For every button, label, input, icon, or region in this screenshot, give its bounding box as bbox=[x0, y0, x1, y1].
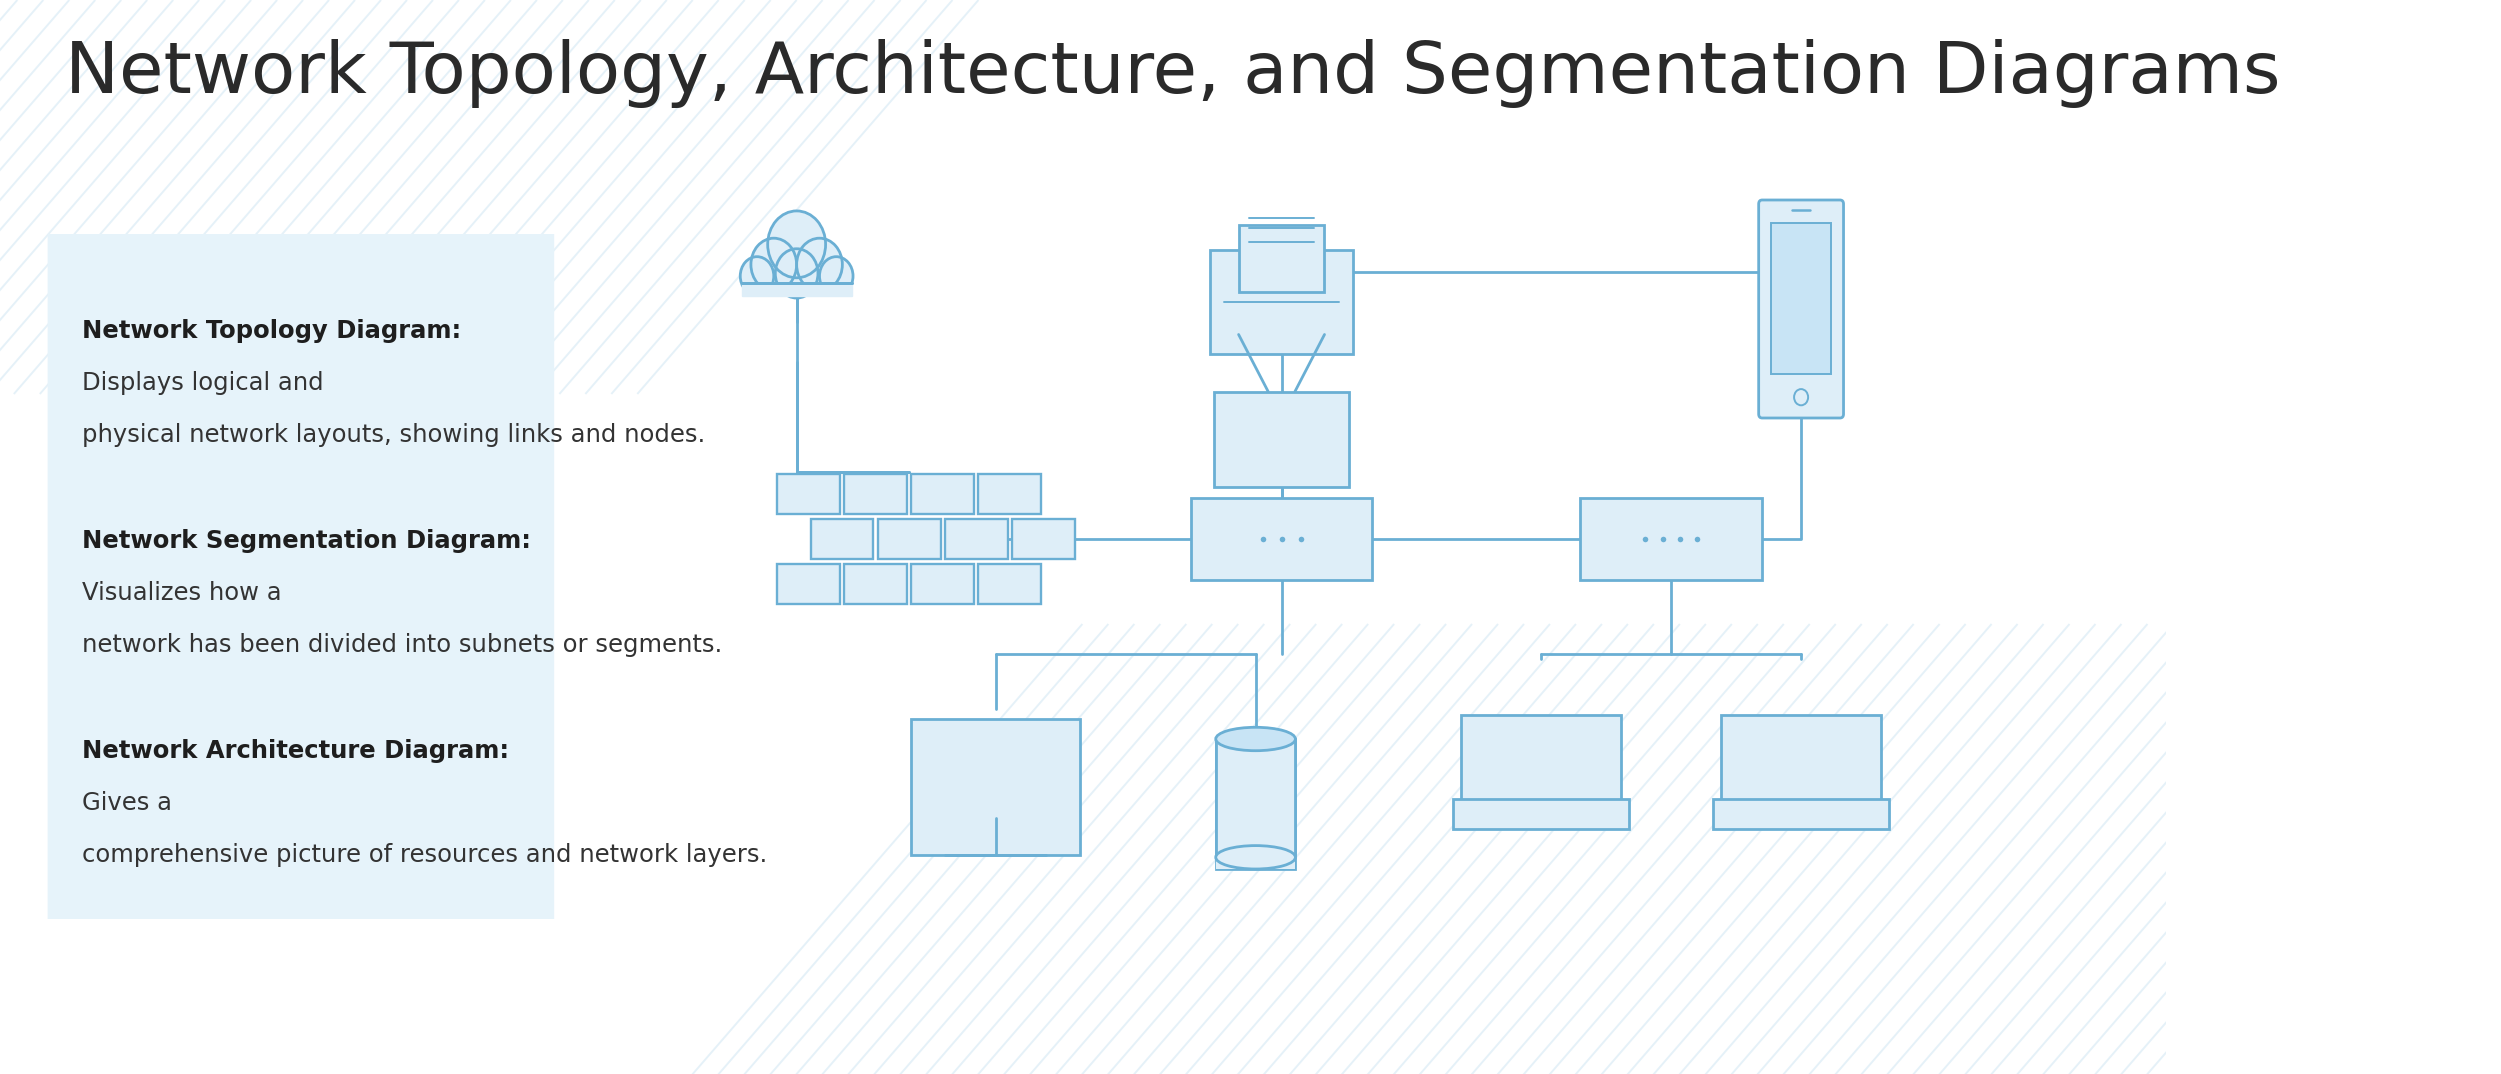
FancyBboxPatch shape bbox=[1581, 498, 1763, 580]
Ellipse shape bbox=[1215, 845, 1296, 869]
Text: Network Topology, Architecture, and Segmentation Diagrams: Network Topology, Architecture, and Segm… bbox=[65, 39, 2281, 108]
Text: network has been divided into subnets or segments.: network has been divided into subnets or… bbox=[83, 633, 723, 657]
Text: Network Segmentation Diagram:: Network Segmentation Diagram: bbox=[83, 529, 530, 553]
FancyBboxPatch shape bbox=[1238, 226, 1326, 292]
Circle shape bbox=[820, 257, 853, 295]
Circle shape bbox=[775, 249, 818, 299]
Text: physical network layouts, showing links and nodes.: physical network layouts, showing links … bbox=[83, 423, 705, 447]
FancyBboxPatch shape bbox=[778, 564, 840, 604]
Circle shape bbox=[768, 211, 825, 278]
FancyBboxPatch shape bbox=[1758, 200, 1843, 418]
FancyBboxPatch shape bbox=[1771, 223, 1831, 374]
Circle shape bbox=[798, 238, 843, 291]
FancyBboxPatch shape bbox=[1215, 739, 1296, 869]
FancyBboxPatch shape bbox=[978, 564, 1040, 604]
FancyBboxPatch shape bbox=[48, 234, 555, 919]
FancyBboxPatch shape bbox=[743, 278, 850, 293]
FancyBboxPatch shape bbox=[778, 474, 840, 514]
FancyBboxPatch shape bbox=[1215, 392, 1348, 487]
Polygon shape bbox=[743, 282, 850, 296]
FancyBboxPatch shape bbox=[1190, 498, 1373, 580]
FancyBboxPatch shape bbox=[810, 519, 873, 558]
Circle shape bbox=[750, 238, 798, 291]
FancyBboxPatch shape bbox=[978, 474, 1040, 514]
FancyBboxPatch shape bbox=[1713, 799, 1888, 829]
FancyBboxPatch shape bbox=[845, 564, 908, 604]
Text: Visualizes how a: Visualizes how a bbox=[83, 581, 283, 605]
Ellipse shape bbox=[1215, 727, 1296, 751]
FancyBboxPatch shape bbox=[1461, 714, 1621, 812]
FancyBboxPatch shape bbox=[910, 564, 975, 604]
Text: Network Architecture Diagram:: Network Architecture Diagram: bbox=[83, 739, 510, 763]
FancyBboxPatch shape bbox=[1013, 519, 1075, 558]
Text: comprehensive picture of resources and network layers.: comprehensive picture of resources and n… bbox=[83, 843, 768, 867]
Text: Displays logical and: Displays logical and bbox=[83, 371, 325, 395]
FancyBboxPatch shape bbox=[1215, 739, 1296, 869]
FancyBboxPatch shape bbox=[878, 519, 940, 558]
FancyBboxPatch shape bbox=[910, 719, 1080, 855]
FancyBboxPatch shape bbox=[945, 519, 1008, 558]
FancyBboxPatch shape bbox=[1453, 799, 1631, 829]
Text: Network Topology Diagram:: Network Topology Diagram: bbox=[83, 319, 463, 343]
Text: Gives a: Gives a bbox=[83, 790, 173, 815]
FancyBboxPatch shape bbox=[1210, 250, 1353, 354]
FancyBboxPatch shape bbox=[1721, 714, 1881, 812]
FancyBboxPatch shape bbox=[845, 474, 908, 514]
FancyBboxPatch shape bbox=[910, 474, 975, 514]
Circle shape bbox=[740, 257, 773, 295]
